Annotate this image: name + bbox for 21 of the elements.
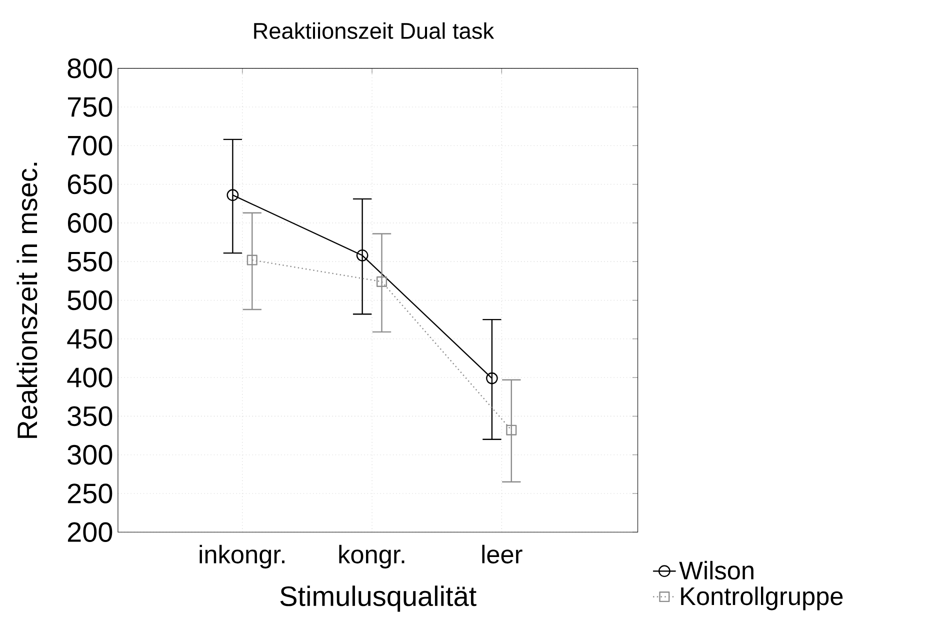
- y-tick-label: 500: [68, 290, 112, 310]
- x-tick-label: inkongr.: [200, 544, 284, 568]
- y-tick-label: 800: [68, 58, 112, 78]
- y-tick-label: 450: [67, 328, 112, 349]
- x-axis-title: Stimulusqualität: [280, 586, 476, 612]
- x-tick-label: leer: [482, 544, 522, 564]
- chart-title: Reaktiionszeit Dual task: [254, 22, 494, 39]
- x-tick-label: kongr.: [339, 544, 404, 568]
- y-tick-label: 350: [68, 406, 112, 426]
- y-tick-label: 300: [68, 444, 112, 465]
- y-axis-title: Reaktionszeit in msec.: [16, 162, 38, 438]
- y-tick-label: 650: [68, 174, 112, 194]
- y-tick-label: 700: [68, 136, 112, 156]
- y-tick-label: 400: [67, 368, 112, 388]
- legend-label: Wilson: [679, 560, 754, 580]
- y-tick-label: 200: [68, 522, 112, 542]
- legend-label: Kontrollgruppe: [681, 586, 843, 610]
- y-tick-label: 750: [68, 97, 112, 117]
- y-tick-label: 250: [68, 484, 112, 504]
- y-tick-label: 600: [68, 212, 112, 233]
- y-tick-label: 550: [68, 252, 112, 272]
